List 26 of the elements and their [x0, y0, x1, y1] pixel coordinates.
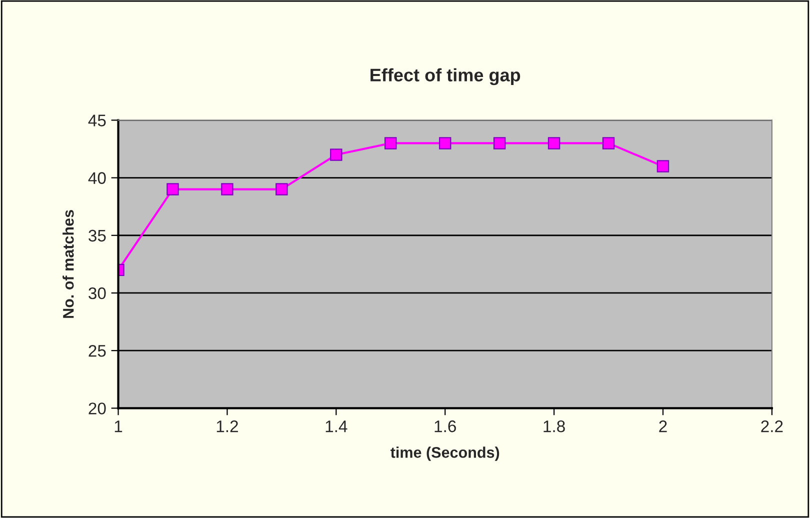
point: [656, 160, 670, 172]
y-tick-label: 40: [88, 172, 106, 184]
point: [602, 137, 615, 150]
y-axis-title: No. of matches: [62, 210, 74, 318]
y-tick-label: 35: [88, 230, 106, 242]
y-tick-label: 25: [88, 344, 106, 357]
point: [221, 183, 234, 196]
point: [276, 183, 288, 196]
point: [330, 148, 342, 161]
y-tick-label: 45: [88, 114, 106, 126]
x-axis-title: time (Seconds): [390, 446, 500, 461]
point: [493, 137, 506, 150]
x-tick-label: 1.4: [326, 420, 348, 432]
x-tick-label: 1.2: [216, 420, 238, 432]
point: [384, 137, 397, 150]
chart-title: Effect of time gap: [370, 68, 520, 86]
x-tick-label: 1: [114, 420, 122, 432]
y-tick-label: 30: [88, 287, 106, 300]
x-tick-label: 1.8: [544, 420, 565, 432]
x-tick-label: 2: [659, 420, 667, 432]
x-tick-label: 2.2: [761, 420, 783, 432]
point: [166, 183, 179, 196]
point: [438, 137, 452, 150]
point: [548, 137, 560, 150]
y-tick-label: 20: [88, 402, 106, 414]
x-tick-label: 1.6: [434, 420, 456, 432]
